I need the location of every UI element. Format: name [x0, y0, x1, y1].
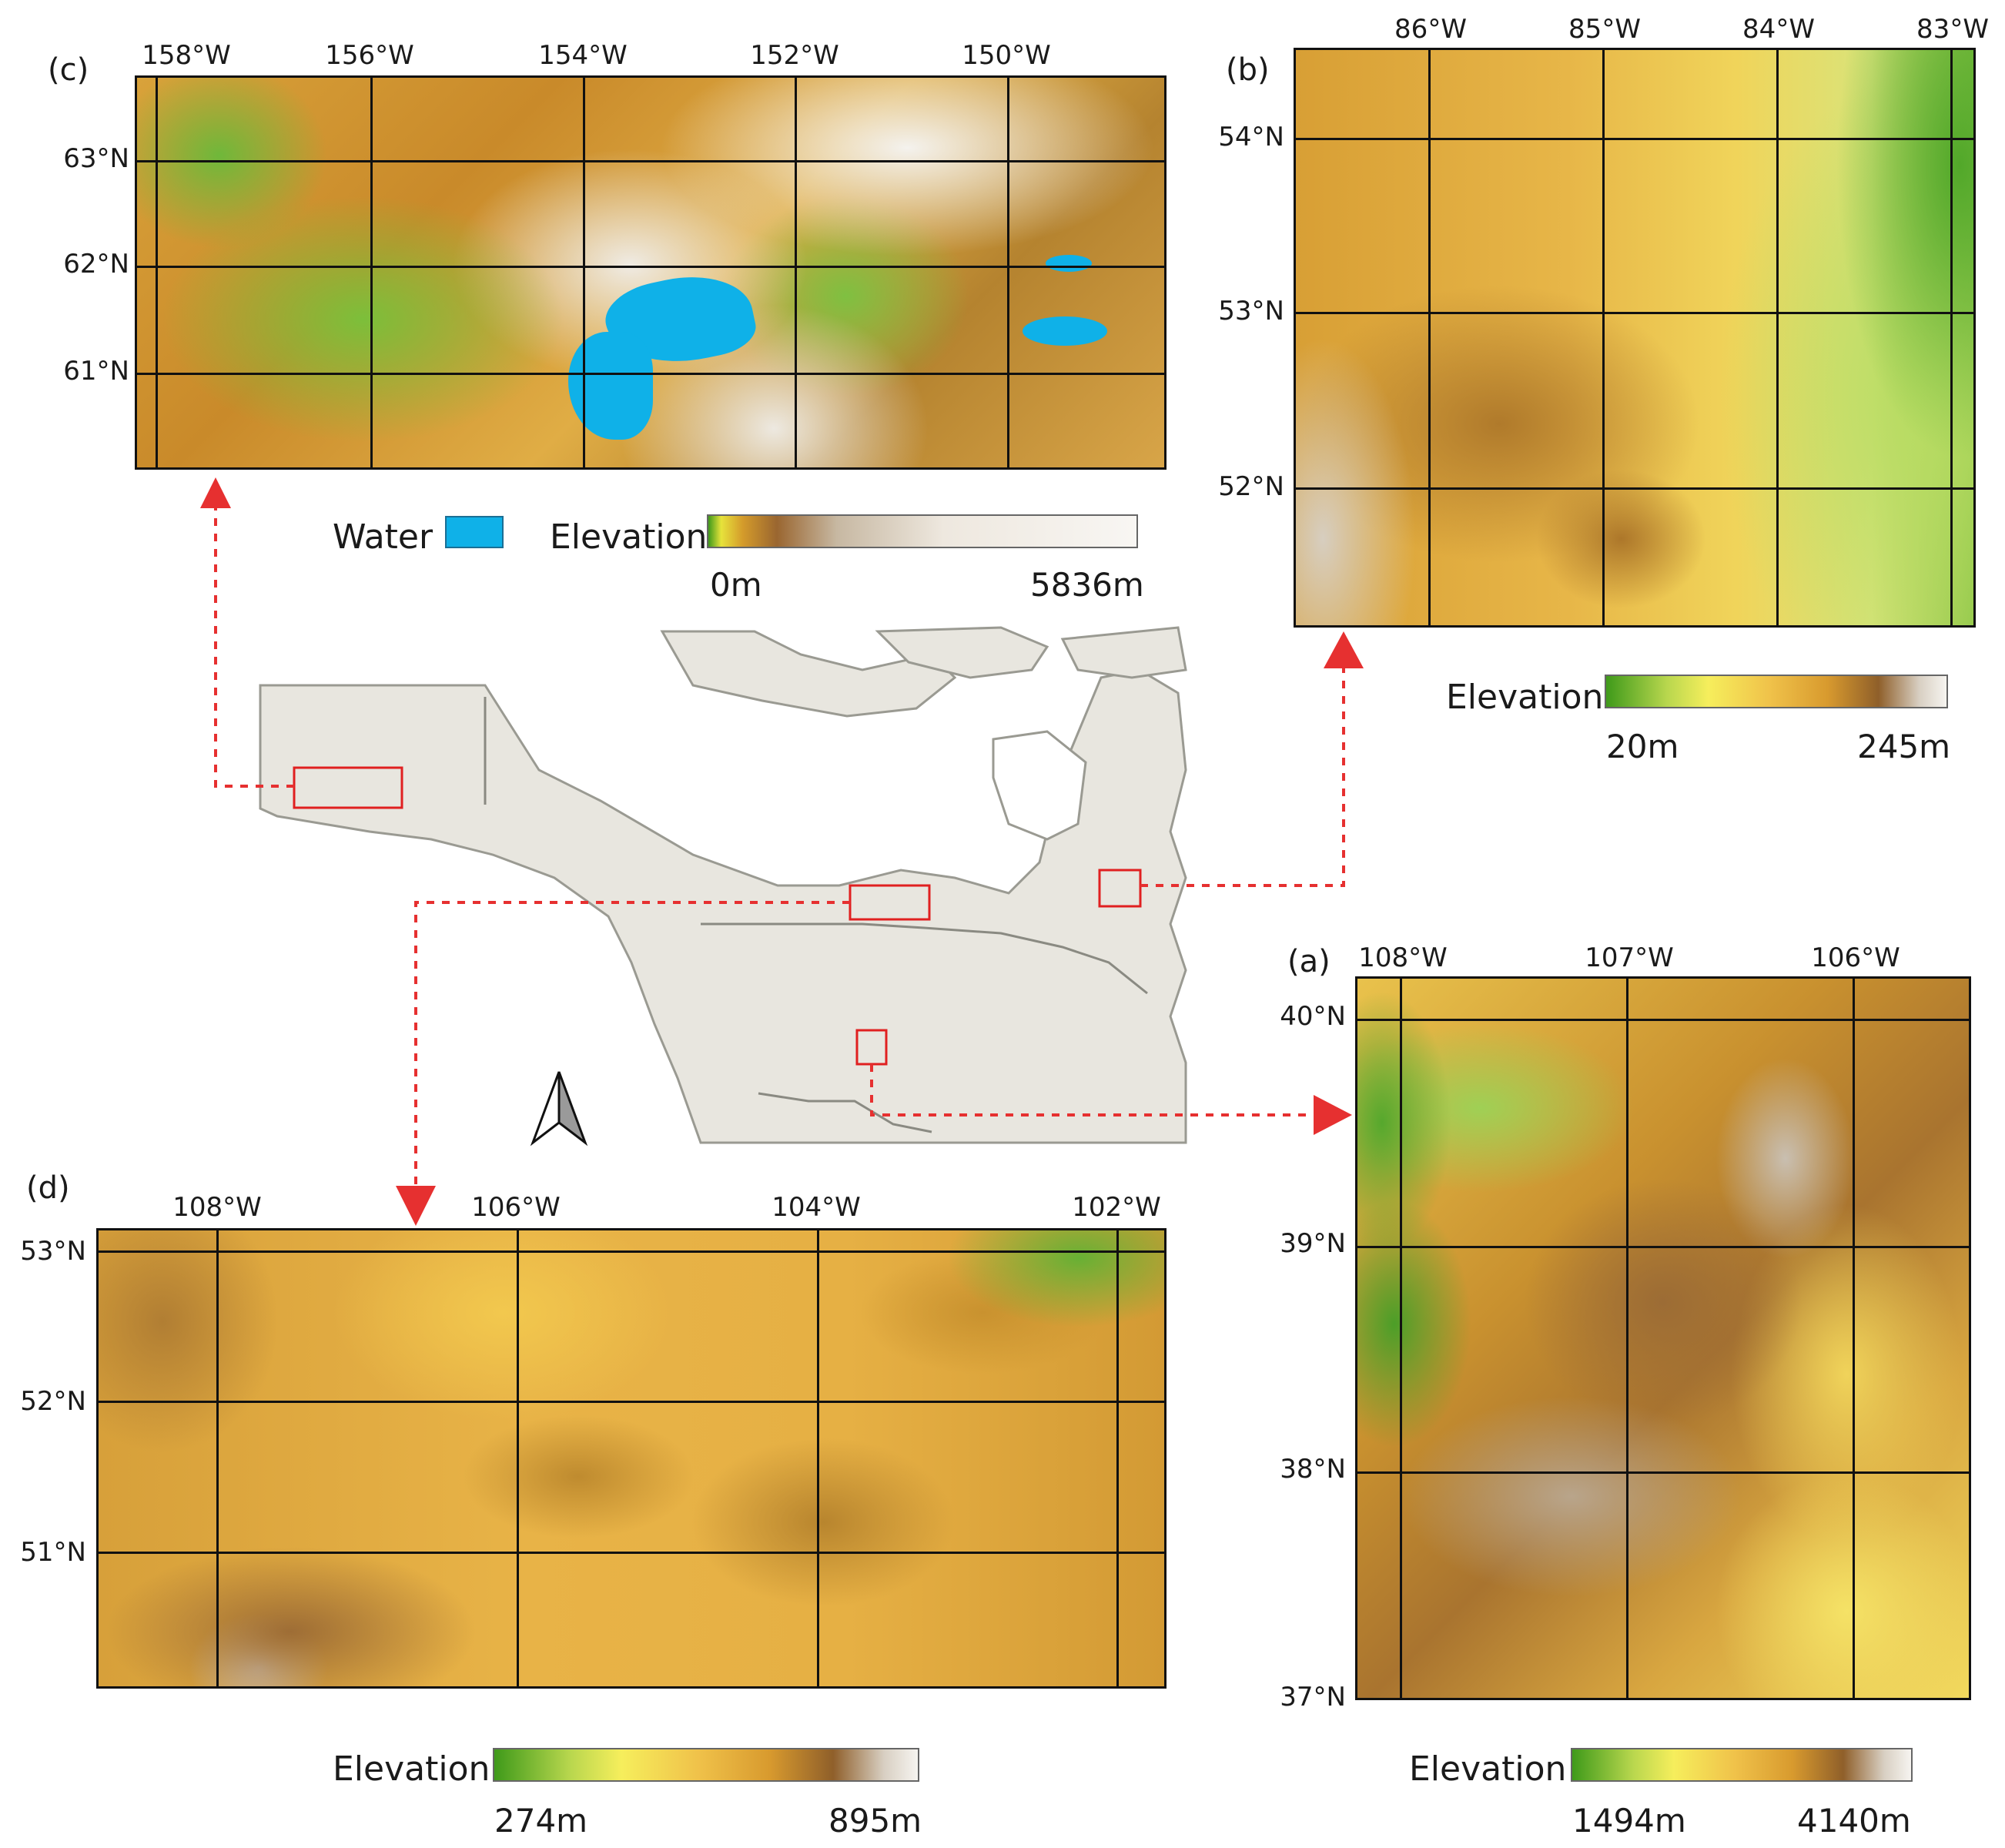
panel-a-lon-label: 106°W — [1811, 942, 1900, 973]
panel-d-lon-label: 108°W — [172, 1192, 262, 1223]
panel-d-map — [96, 1228, 1167, 1689]
panel-d-lon-label: 102°W — [1072, 1192, 1161, 1223]
connector-arrowhead-b — [1324, 631, 1364, 668]
panel-c-label: (c) — [48, 52, 89, 88]
water-body — [1023, 316, 1107, 346]
panel-c-lat-label: 62°N — [63, 249, 129, 280]
panel-b-lat-label: 54°N — [1218, 122, 1284, 152]
panel-b-label: (b) — [1226, 52, 1270, 88]
panel-a-lat-label: 38°N — [1280, 1454, 1346, 1485]
panel-b-lat-label: 52°N — [1218, 471, 1284, 502]
panel-c-lat-label: 63°N — [63, 143, 129, 174]
panel-b-lat-label: 53°N — [1218, 296, 1284, 326]
panel-c-legend-title: Elevation — [550, 517, 708, 557]
panel-c-lat-label: 61°N — [63, 356, 129, 387]
land-mass — [259, 668, 1187, 1144]
panel-a-elevation-colorbar — [1571, 1748, 1913, 1782]
water-swatch — [445, 516, 504, 548]
panel-d-legend-title: Elevation — [333, 1749, 490, 1789]
us-mexico-border — [758, 1092, 932, 1133]
panel-c-elevation-colorbar — [707, 514, 1138, 548]
arctic-islands — [875, 626, 1049, 679]
panel-b-legend-min: 20m — [1606, 728, 1679, 765]
water-body — [568, 332, 653, 440]
panel-b-lon-label: 83°W — [1916, 14, 1989, 45]
panel-d-label: (d) — [26, 1170, 70, 1206]
panel-d-lon-label: 106°W — [471, 1192, 561, 1223]
connector-arrowhead-d — [396, 1186, 436, 1226]
panel-b-legend-max: 245m — [1857, 728, 1951, 765]
panel-a-label: (a) — [1287, 944, 1331, 979]
panel-a-lon-label: 107°W — [1585, 942, 1674, 973]
panel-c-legend-max: 5836m — [1030, 566, 1144, 604]
connector-line-b — [1140, 662, 1345, 887]
panel-b-lon-label: 84°W — [1742, 14, 1815, 45]
panel-c-lon-label: 156°W — [325, 40, 414, 71]
panel-b-legend-title: Elevation — [1446, 678, 1604, 717]
panel-c-legend-min: 0m — [710, 566, 762, 604]
panel-b-elevation-colorbar — [1605, 675, 1948, 708]
panel-a-map — [1355, 976, 1971, 1700]
north-arrow-icon — [530, 1071, 588, 1147]
arctic-islands — [660, 630, 957, 718]
panel-a-lat-label: 37°N — [1280, 1682, 1346, 1712]
panel-b-lon-label: 85°W — [1568, 14, 1641, 45]
connector-line-c — [214, 500, 294, 788]
arctic-islands — [1060, 626, 1187, 679]
panel-a-legend-title: Elevation — [1409, 1749, 1567, 1789]
panel-d-lat-label: 53°N — [20, 1236, 86, 1267]
panel-d-lat-label: 51°N — [20, 1537, 86, 1568]
panel-a-legend-max: 4140m — [1797, 1802, 1911, 1840]
panel-c-lon-label: 154°W — [538, 40, 628, 71]
panel-c-lon-label: 152°W — [750, 40, 839, 71]
connector-line-d — [414, 901, 850, 1186]
connector-arrowhead-c — [200, 477, 231, 508]
panel-c-map — [135, 75, 1167, 470]
locator-box-b — [1098, 869, 1142, 908]
panel-a-lat-label: 39°N — [1280, 1228, 1346, 1259]
panel-a-lat-label: 40°N — [1280, 1001, 1346, 1032]
panel-d-legend-max: 895m — [828, 1802, 922, 1840]
us-canada-border — [701, 922, 1148, 995]
panel-a-lon-label: 108°W — [1358, 942, 1448, 973]
connector-line-a — [870, 1064, 1314, 1116]
panel-c-lon-label: 150°W — [962, 40, 1051, 71]
panel-d-lon-label: 104°W — [772, 1192, 861, 1223]
panel-d-lat-label: 52°N — [20, 1386, 86, 1417]
hudson-bay — [992, 730, 1087, 841]
panel-c-legend-water-label: Water — [333, 517, 433, 557]
panel-d-elevation-colorbar — [493, 1748, 919, 1782]
panel-c-lon-label: 158°W — [142, 40, 231, 71]
panel-a-legend-min: 1494m — [1572, 1802, 1686, 1840]
panel-b-lon-label: 86°W — [1394, 14, 1467, 45]
panel-b-map — [1294, 48, 1976, 628]
panel-d-legend-min: 274m — [494, 1802, 588, 1840]
connector-arrowhead-a — [1314, 1095, 1352, 1135]
